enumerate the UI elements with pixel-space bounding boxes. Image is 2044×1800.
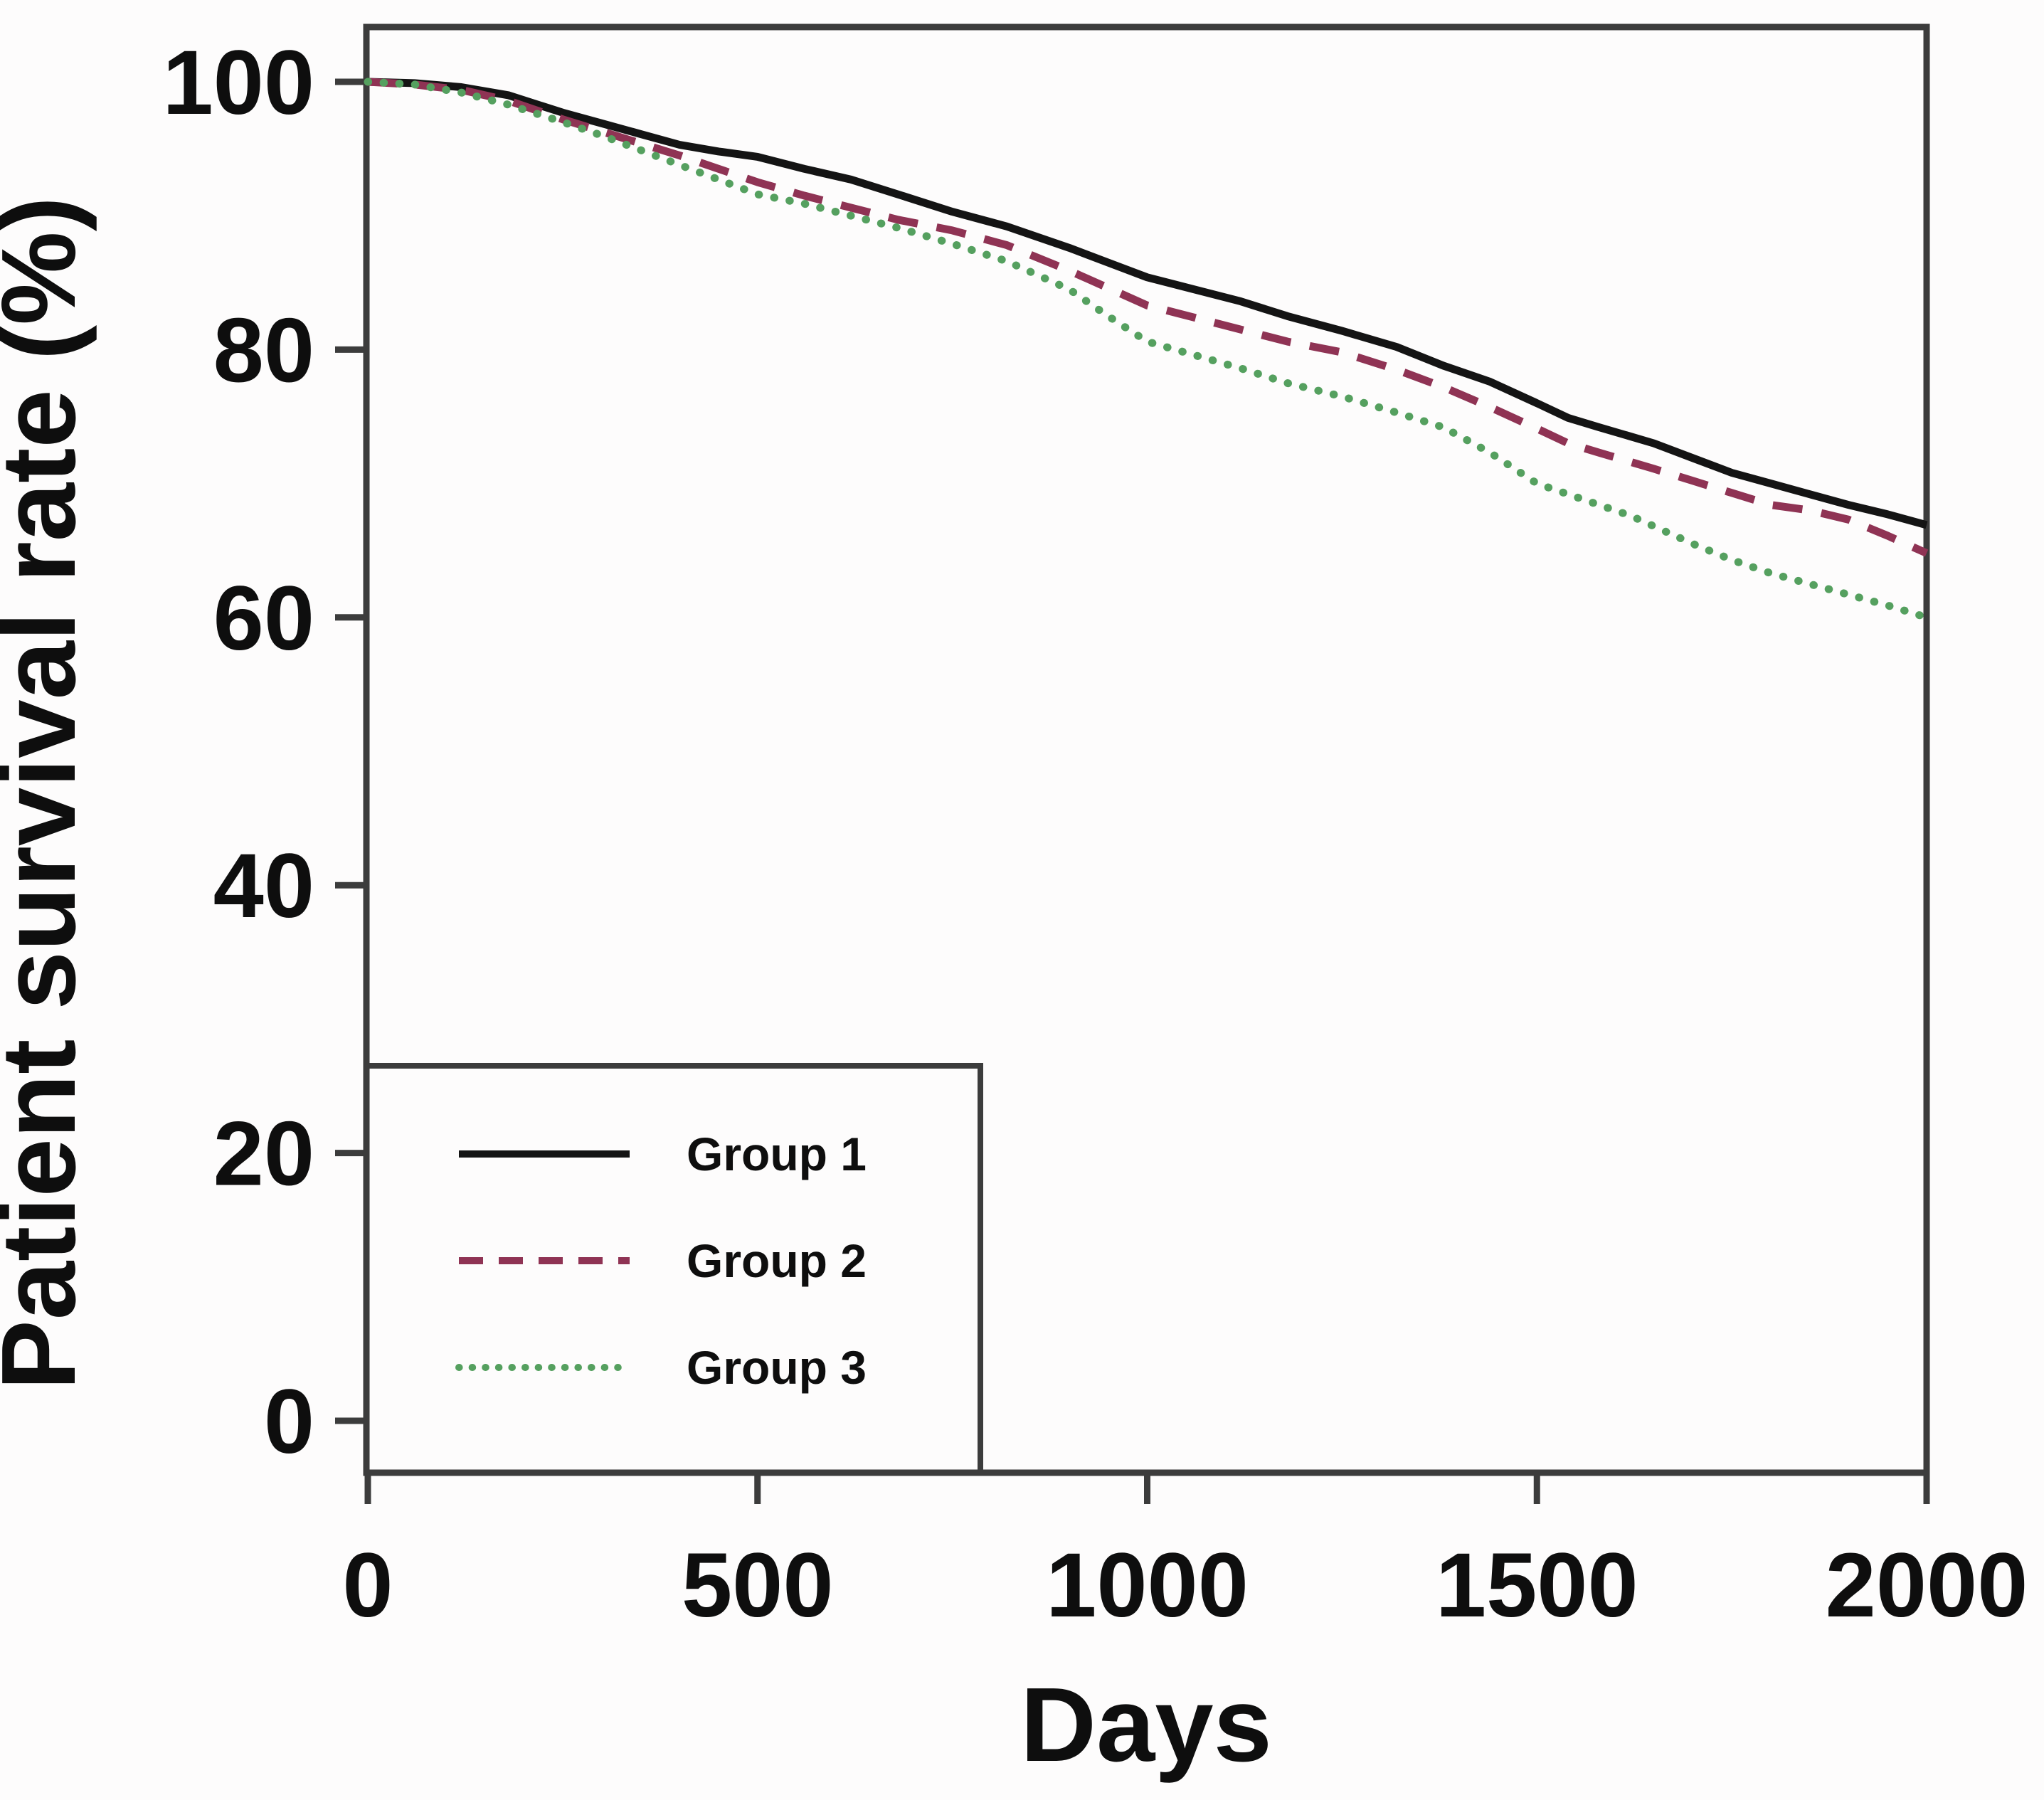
legend-frame [364, 1063, 983, 1476]
x-tick-label: 1500 [1436, 1535, 1638, 1636]
y-axis-title: Patient survival rate (%) [0, 196, 97, 1390]
legend-entry-group-1: Group 1 [459, 1128, 867, 1180]
y-tick-label: 20 [213, 1103, 314, 1205]
legend-label-group-2: Group 2 [687, 1234, 867, 1287]
y-tick-label: 40 [213, 835, 314, 937]
x-axis-title: Days [1020, 1666, 1272, 1784]
series-line-group-2 [367, 78, 1929, 557]
series-lines [364, 78, 1931, 622]
x-tick-label: 0 [342, 1535, 393, 1636]
x-tick-label: 1000 [1046, 1535, 1249, 1636]
x-tick-label: 500 [682, 1535, 834, 1636]
series-line-group-1 [367, 78, 1928, 529]
legend-entry-group-2: Group 2 [459, 1234, 867, 1287]
y-tick-label: 80 [213, 300, 314, 401]
y-tick-label: 0 [264, 1371, 314, 1473]
y-tick-label: 100 [162, 32, 314, 134]
legend-label-group-1: Group 1 [687, 1128, 867, 1180]
y-tick-label: 60 [213, 568, 314, 669]
legend: Group 1 Group 2 Group 3 [364, 1063, 983, 1476]
series-line-group-3 [364, 78, 1931, 622]
legend-label-group-3: Group 3 [687, 1341, 867, 1394]
y-axis-ticks: 100 80 60 40 20 0 [162, 32, 366, 1473]
x-tick-label: 2000 [1826, 1535, 2028, 1636]
legend-entry-group-3: Group 3 [455, 1341, 867, 1394]
x-axis-ticks: 0 500 1000 1500 2000 [342, 1473, 2028, 1636]
plot-frame [363, 23, 1930, 1476]
